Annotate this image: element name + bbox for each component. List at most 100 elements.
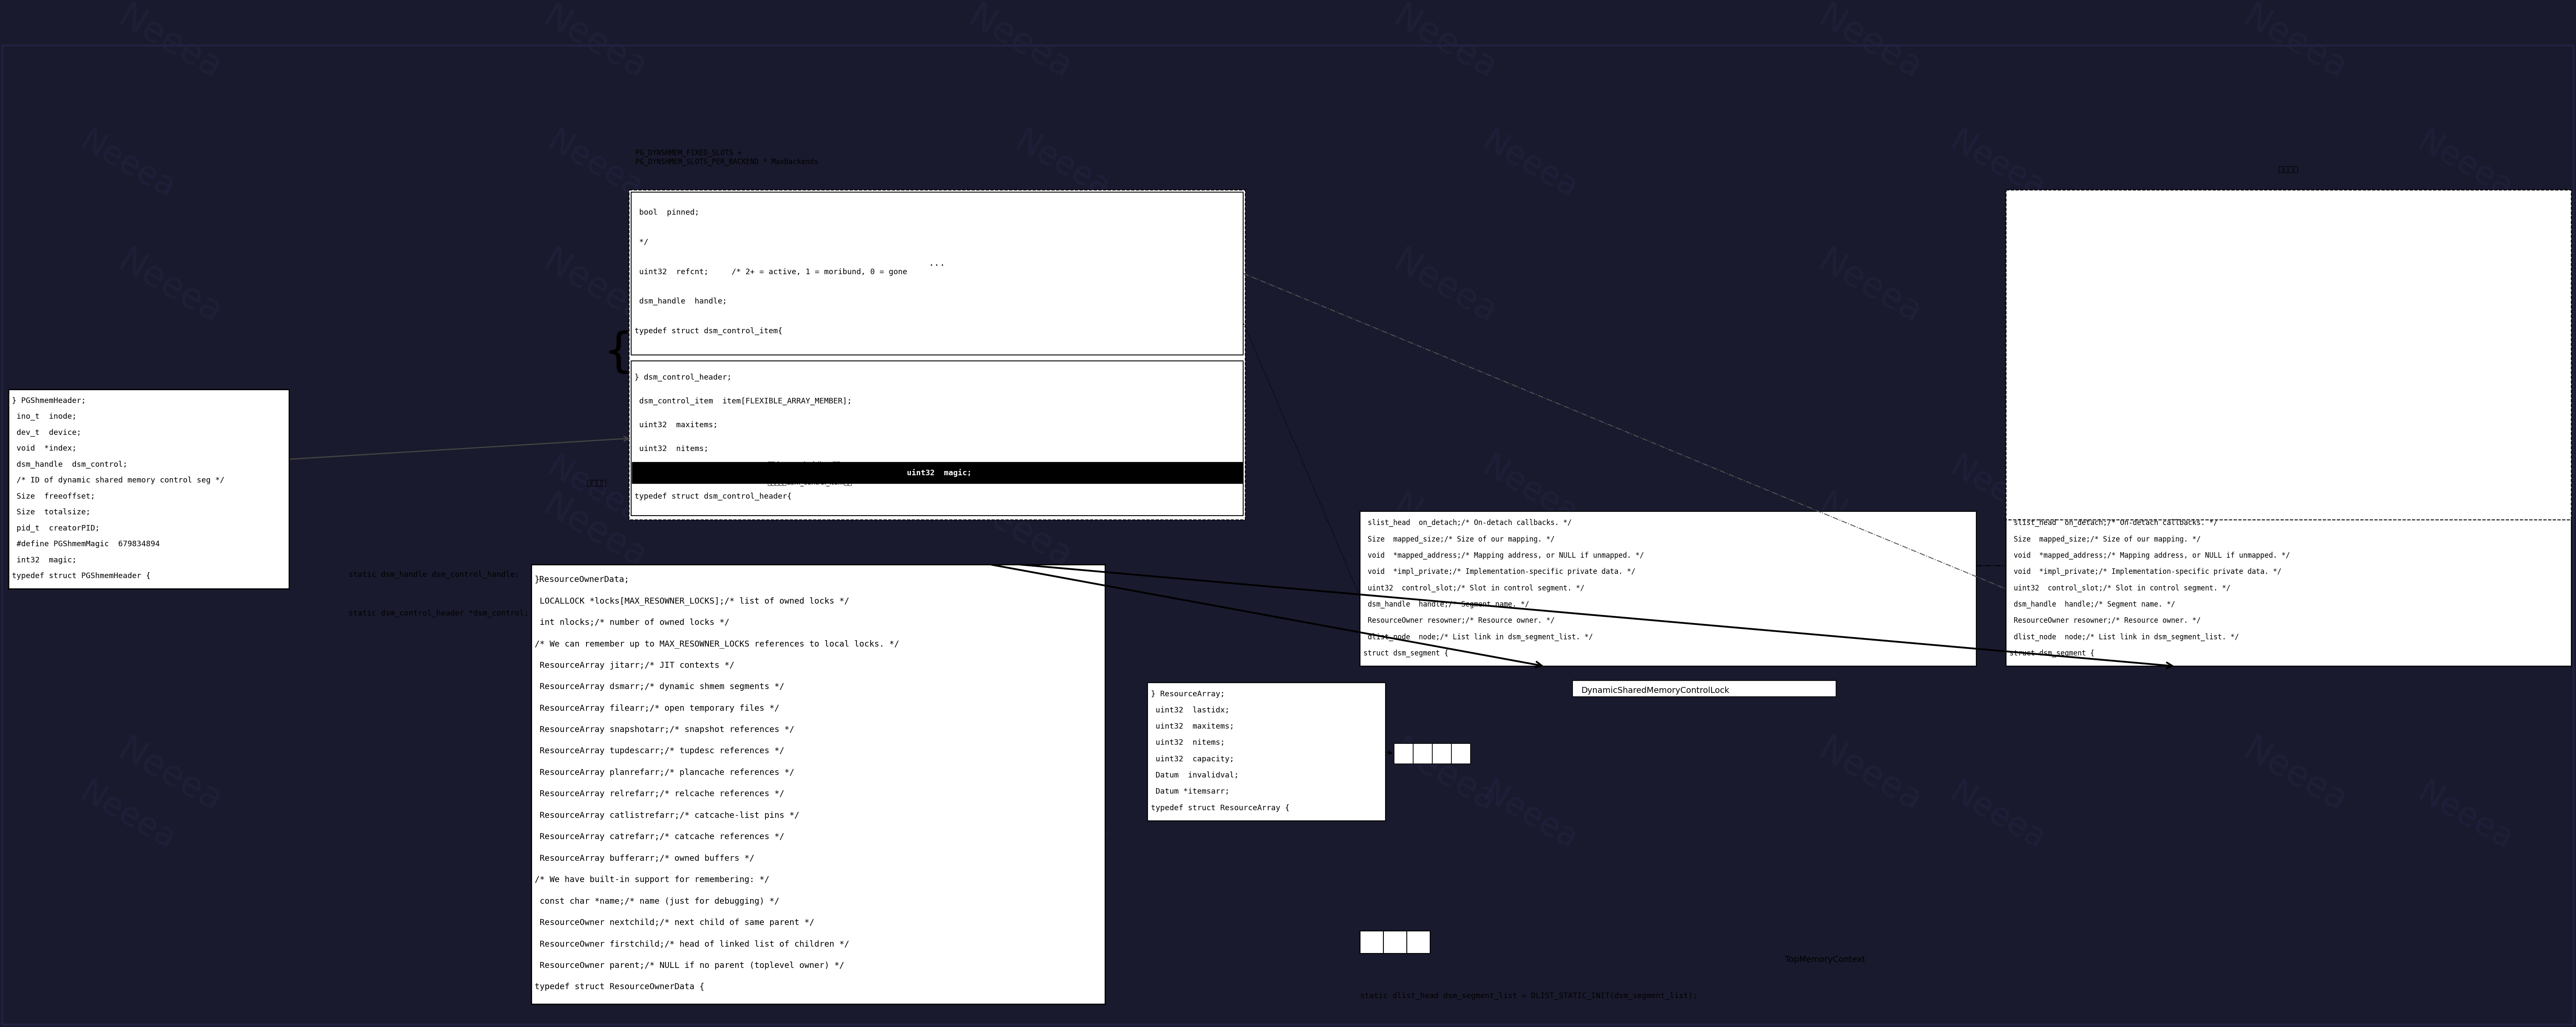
Text: ResourceArray relrefarr;/* relcache references */: ResourceArray relrefarr;/* relcache refe… [536,790,783,798]
Text: } dsm_control_header;: } dsm_control_header; [634,374,732,381]
Text: Neeea: Neeea [1388,244,1502,331]
Text: dsm_handle  dsm_control;: dsm_handle dsm_control; [13,460,126,468]
Text: void  *mapped_address;/* Mapping address, or NULL if unmapped. */: void *mapped_address;/* Mapping address,… [1363,551,1643,560]
Text: Datum *itemsarr;: Datum *itemsarr; [1151,788,1229,796]
Text: Neeea: Neeea [113,0,227,86]
Text: ResourceOwner nextchild;/* next child of same parent */: ResourceOwner nextchild;/* next child of… [536,919,814,926]
Text: Neeea: Neeea [538,0,652,86]
Text: typedef struct dsm_control_item{: typedef struct dsm_control_item{ [634,328,783,335]
Text: Neeea: Neeea [1388,733,1502,820]
Text: 所有dsm_control_item数量: 所有dsm_control_item数量 [768,461,840,468]
FancyBboxPatch shape [1360,511,1976,667]
Text: ResourceArray snapshotarr;/* snapshot references */: ResourceArray snapshotarr;/* snapshot re… [536,726,793,733]
Text: Neeea: Neeea [963,244,1077,331]
Text: ResourceOwner firstchild;/* head of linked list of children */: ResourceOwner firstchild;/* head of link… [536,940,850,948]
Text: struct dsm_segment {: struct dsm_segment { [2009,649,2094,657]
Text: Neeea: Neeea [1814,0,1927,86]
Text: 共享内存: 共享内存 [587,479,605,487]
Text: Neeea: Neeea [963,489,1077,575]
Text: static dsm_control_header *dsm_control;: static dsm_control_header *dsm_control; [348,609,528,617]
FancyBboxPatch shape [1432,744,1450,764]
Text: static dlist_head dsm_segment_list = DLIST_STATIC_INIT(dsm_segment_list);: static dlist_head dsm_segment_list = DLI… [1360,992,1698,1000]
Text: Neeea: Neeea [1945,777,2050,857]
Text: typedef struct dsm_control_header{: typedef struct dsm_control_header{ [634,493,791,500]
FancyBboxPatch shape [1450,744,1471,764]
Text: */: */ [634,238,649,246]
Text: {: { [605,330,634,376]
Text: Neeea: Neeea [2236,489,2352,575]
Text: Neeea: Neeea [1010,125,1115,205]
Text: Neeea: Neeea [963,733,1077,820]
Text: dlist_node  node;/* List link in dsm_segment_list. */: dlist_node node;/* List link in dsm_segm… [2009,633,2239,641]
Text: Neeea: Neeea [1010,777,1115,857]
Text: ino_t  inode;: ino_t inode; [13,413,77,420]
Text: const char *name;/* name (just for debugging) */: const char *name;/* name (just for debug… [536,898,781,905]
Text: uint32  control_slot;/* Slot in control segment. */: uint32 control_slot;/* Slot in control s… [1363,584,1584,592]
Text: Neeea: Neeea [1945,125,2050,205]
Text: TopMemoryContext: TopMemoryContext [1785,955,1865,963]
Text: void  *impl_private;/* Implementation-specific private data. */: void *impl_private;/* Implementation-spe… [2009,568,2282,576]
Text: Neeea: Neeea [2236,244,2352,331]
Text: }ResourceOwnerData;: }ResourceOwnerData; [536,575,629,583]
Text: dsm_handle  handle;: dsm_handle handle; [634,298,726,305]
Text: ResourceArray tupdescarr;/* tupdesc references */: ResourceArray tupdescarr;/* tupdesc refe… [536,747,783,755]
Text: Neeea: Neeea [2411,125,2519,205]
Text: pid_t  creatorPID;: pid_t creatorPID; [13,525,100,532]
FancyBboxPatch shape [1383,930,1406,953]
FancyBboxPatch shape [631,462,1242,484]
Text: ResourceArray catrefarr;/* catcache references */: ResourceArray catrefarr;/* catcache refe… [536,833,783,841]
Text: void  *index;: void *index; [13,445,77,452]
Text: Neeea: Neeea [541,777,649,857]
Text: uint32  lastidx;: uint32 lastidx; [1151,707,1229,714]
Text: uint32  capacity;: uint32 capacity; [1151,755,1234,763]
Text: Neeea: Neeea [538,244,652,331]
Text: bool  pinned;: bool pinned; [634,208,698,217]
FancyBboxPatch shape [2007,190,2571,520]
Text: ResourceArray jitarr;/* JIT contexts */: ResourceArray jitarr;/* JIT contexts */ [536,661,734,670]
Text: Neeea: Neeea [1010,452,1115,531]
Text: Neeea: Neeea [1945,452,2050,531]
Text: Neeea: Neeea [75,452,180,531]
FancyBboxPatch shape [1406,930,1430,953]
Text: /* We can remember up to MAX_RESOWNER_LOCKS references to local locks. */: /* We can remember up to MAX_RESOWNER_LO… [536,640,899,648]
Text: uint32  nitems;: uint32 nitems; [634,445,708,453]
Text: } ResourceArray;: } ResourceArray; [1151,690,1224,697]
Text: Neeea: Neeea [1814,489,1927,575]
FancyBboxPatch shape [631,192,1244,354]
Text: ResourceArray planrefarr;/* plancache references */: ResourceArray planrefarr;/* plancache re… [536,768,793,776]
Text: Neeea: Neeea [1476,125,1584,205]
Text: uint32  refcnt;     /* 2+ = active, 1 = moribund, 0 = gone: uint32 refcnt; /* 2+ = active, 1 = morib… [634,268,907,275]
FancyBboxPatch shape [1414,744,1432,764]
Text: Neeea: Neeea [75,125,180,205]
Text: dsm_handle  handle;/* Segment name. */: dsm_handle handle;/* Segment name. */ [2009,601,2174,608]
Text: Neeea: Neeea [113,244,227,331]
Text: 当前已分配dsm_control_item数量: 当前已分配dsm_control_item数量 [768,480,853,487]
Text: LOCALLOCK *locks[MAX_RESOWNER_LOCKS];/* list of owned locks */: LOCALLOCK *locks[MAX_RESOWNER_LOCKS];/* … [536,597,850,605]
Text: Neeea: Neeea [2236,0,2352,86]
Text: typedef struct PGShmemHeader {: typedef struct PGShmemHeader { [13,572,149,580]
Text: Neeea: Neeea [2411,452,2519,531]
FancyBboxPatch shape [1394,744,1414,764]
Text: void  *mapped_address;/* Mapping address, or NULL if unmapped. */: void *mapped_address;/* Mapping address,… [2009,551,2290,560]
Text: Neeea: Neeea [538,489,652,575]
Text: PG_DYNSHMEM_FIXED_SLOTS +
PG_DYNSHMEM_SLOTS_PER_BACKEND * MaxBackends: PG_DYNSHMEM_FIXED_SLOTS + PG_DYNSHMEM_SL… [636,149,819,165]
Text: int nlocks;/* number of owned locks */: int nlocks;/* number of owned locks */ [536,618,729,626]
Text: Size  mapped_size;/* Size of our mapping. */: Size mapped_size;/* Size of our mapping.… [1363,535,1556,543]
Text: ResourceArray dsmarr;/* dynamic shmem segments */: ResourceArray dsmarr;/* dynamic shmem se… [536,683,783,691]
Text: Size  freeoffset;: Size freeoffset; [13,493,95,500]
Text: dev_t  device;: dev_t device; [13,428,82,436]
Text: slist_head  on_detach;/* On-detach callbacks. */: slist_head on_detach;/* On-detach callba… [2009,519,2218,527]
Text: Neeea: Neeea [2411,777,2519,857]
Text: ResourceOwner resowner;/* Resource owner. */: ResourceOwner resowner;/* Resource owner… [1363,617,1556,624]
Text: static dsm_handle dsm_control_handle;: static dsm_handle dsm_control_handle; [348,571,520,578]
Text: dlist_node  node;/* List link in dsm_segment_list. */: dlist_node node;/* List link in dsm_segm… [1363,633,1592,641]
Text: Neeea: Neeea [963,0,1077,86]
Text: ...: ... [927,259,945,267]
Text: Neeea: Neeea [2236,733,2352,820]
Text: typedef struct ResourceArray {: typedef struct ResourceArray { [1151,804,1291,811]
Text: ResourceArray filearr;/* open temporary files */: ResourceArray filearr;/* open temporary … [536,705,781,713]
Text: ResourceArray bufferarr;/* owned buffers */: ResourceArray bufferarr;/* owned buffers… [536,854,755,863]
Text: /* We have built-in support for remembering: */: /* We have built-in support for remember… [536,876,770,884]
Text: Datum  invalidval;: Datum invalidval; [1151,771,1239,779]
FancyBboxPatch shape [629,190,1244,520]
